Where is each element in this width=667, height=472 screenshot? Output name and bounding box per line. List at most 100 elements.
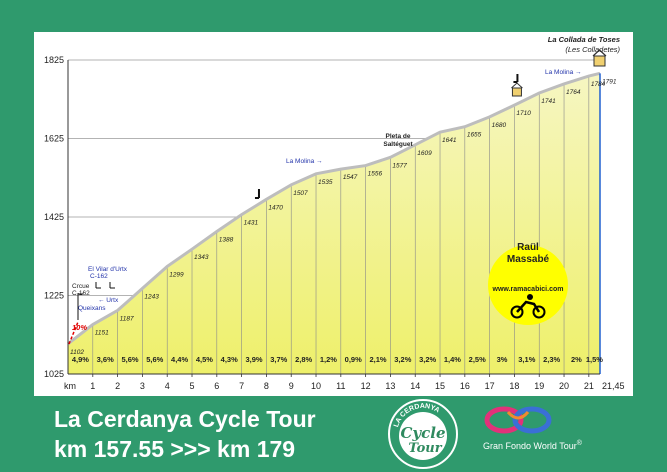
elevation-label: 1791: [602, 78, 617, 85]
elevation-label: 1641: [442, 137, 457, 144]
summit-sub-label: (Les Colladetes): [565, 45, 620, 54]
bike-wheel-icon: [532, 305, 546, 319]
vilar-marker: [95, 282, 101, 289]
x-tick-label: 21: [584, 381, 594, 391]
elevation-label: 1556: [368, 171, 383, 178]
x-tick-label: 20: [559, 381, 569, 391]
elevation-label: 1388: [219, 237, 234, 244]
x-tick-label: 8: [264, 381, 269, 391]
pleta-label-1: Pleta de: [386, 133, 411, 140]
pleta-label-2: Saltéguet: [383, 141, 413, 148]
gradient-label: 4,4%: [171, 355, 188, 364]
x-tick-label: 18: [509, 381, 519, 391]
elevation-label: 1243: [144, 293, 159, 300]
la-molina-top-label: La Molina →: [545, 69, 582, 76]
x-tick-label: 16: [460, 381, 470, 391]
elevation-label: 1710: [516, 110, 531, 117]
gradient-label: 2,3%: [543, 355, 560, 364]
x-tick-label: 9: [289, 381, 294, 391]
x-tick-label: 12: [361, 381, 371, 391]
elevation-label: 1151: [95, 330, 109, 337]
cyclist-head-icon: [527, 294, 533, 300]
x-end-label: 21,45: [602, 381, 625, 391]
y-tick-label: 1825: [44, 55, 64, 65]
bike-wheel-icon: [510, 305, 524, 319]
crcue-marker: [77, 293, 83, 320]
y-tick-label: 1425: [44, 212, 64, 222]
max-grade-label: 10%: [72, 323, 87, 332]
gradient-label: 3,2%: [419, 355, 436, 364]
gradient-label: 3,1%: [518, 355, 535, 364]
fork-sign-icon: [254, 189, 260, 199]
gradient-label: 4,5%: [196, 355, 213, 364]
x-tick-label: 11: [336, 381, 345, 391]
gradient-label: 2,5%: [469, 355, 486, 364]
profile-area: [68, 73, 600, 374]
gradient-label: 0,9%: [345, 355, 362, 364]
profile-panel: 1825 1625 1425 1225 1025 km 1 2 3 4 5 6 7 8 9 10 11 12 13 1…: [34, 32, 633, 396]
x-tick-label: 13: [385, 381, 395, 391]
elevation-label: 1609: [417, 150, 432, 157]
gradient-label: 2%: [571, 355, 582, 364]
gradient-label: 5,6%: [146, 355, 163, 364]
elevation-label: 1577: [392, 162, 407, 169]
gran-fondo-label: Gran Fondo World Tour®: [483, 440, 582, 451]
author-badge: [488, 245, 568, 325]
elevation-label: 1741: [541, 98, 556, 105]
fork-sign-icon: [513, 74, 519, 83]
hut-roof: [511, 82, 523, 89]
crcue-label-1: Crcue: [72, 283, 90, 290]
x-tick-label: 1: [90, 381, 95, 391]
y-tick-label: 1625: [44, 134, 64, 144]
author-name-1: Raül: [517, 242, 539, 253]
x-tick-label: 19: [534, 381, 544, 391]
gradient-label: 3,2%: [394, 355, 411, 364]
gradient-label: 2,1%: [369, 355, 386, 364]
x-axis-km-label: km: [64, 381, 76, 391]
cycle-tour-logo: LA CERDANYA Cycle Tour: [388, 399, 458, 469]
gran-fondo-logo: [484, 406, 552, 434]
x-tick-label: 5: [190, 381, 195, 391]
author-site: www.ramacabici.com: [492, 286, 564, 293]
x-tick-label: 6: [214, 381, 219, 391]
y-tick-label: 1225: [44, 291, 64, 301]
elevation-label: 1431: [244, 220, 259, 227]
gradient-label: 5,6%: [121, 355, 138, 364]
summit-hut-roof: [592, 49, 607, 57]
summit-name-label: La Collada de Toses: [548, 35, 620, 44]
gradient-label: 4,9%: [72, 355, 89, 364]
elevation-label: 1102: [70, 349, 84, 356]
logo-word-tour: Tour: [408, 441, 442, 456]
gradient-label: 3%: [497, 355, 508, 364]
gradient-label: 3,9%: [245, 355, 262, 364]
elevation-label: 1655: [467, 132, 482, 139]
x-tick-label: 4: [165, 381, 170, 391]
gradient-label: 1,4%: [444, 355, 461, 364]
x-tick-label: 7: [239, 381, 244, 391]
elevation-label: 1343: [194, 254, 209, 261]
profile-line: [67, 71, 601, 345]
x-tick-label: 17: [485, 381, 495, 391]
gradient-label: 1,2%: [320, 355, 337, 364]
logo-word-cycle: Cycle: [400, 424, 445, 442]
x-tick-label: 2: [115, 381, 120, 391]
x-tick-label: 3: [140, 381, 145, 391]
la-molina-mid-label: La Molina →: [286, 158, 323, 165]
vilar-road-label: C-162: [90, 273, 108, 280]
urtx-label: ← Urtx: [98, 297, 119, 304]
elevation-label: 1507: [293, 190, 308, 197]
gradient-label: 1,5%: [586, 355, 603, 364]
vilar-label: El Vilar d'Urtx: [88, 266, 128, 273]
cyclist-icon: [516, 300, 541, 313]
hut-icon: [511, 87, 522, 97]
y-tick-label: 1025: [44, 369, 64, 379]
elevation-label: 1784: [591, 81, 606, 88]
footer-title: La Cerdanya Cycle Tour: [54, 406, 316, 432]
elevation-label: 1547: [343, 174, 358, 181]
elevation-label: 1187: [120, 315, 134, 322]
summit-hut-icon: [593, 55, 606, 67]
gradient-label: 2,8%: [295, 355, 312, 364]
x-tick-label: 14: [410, 381, 420, 391]
gradient-label: 3,6%: [97, 355, 114, 364]
